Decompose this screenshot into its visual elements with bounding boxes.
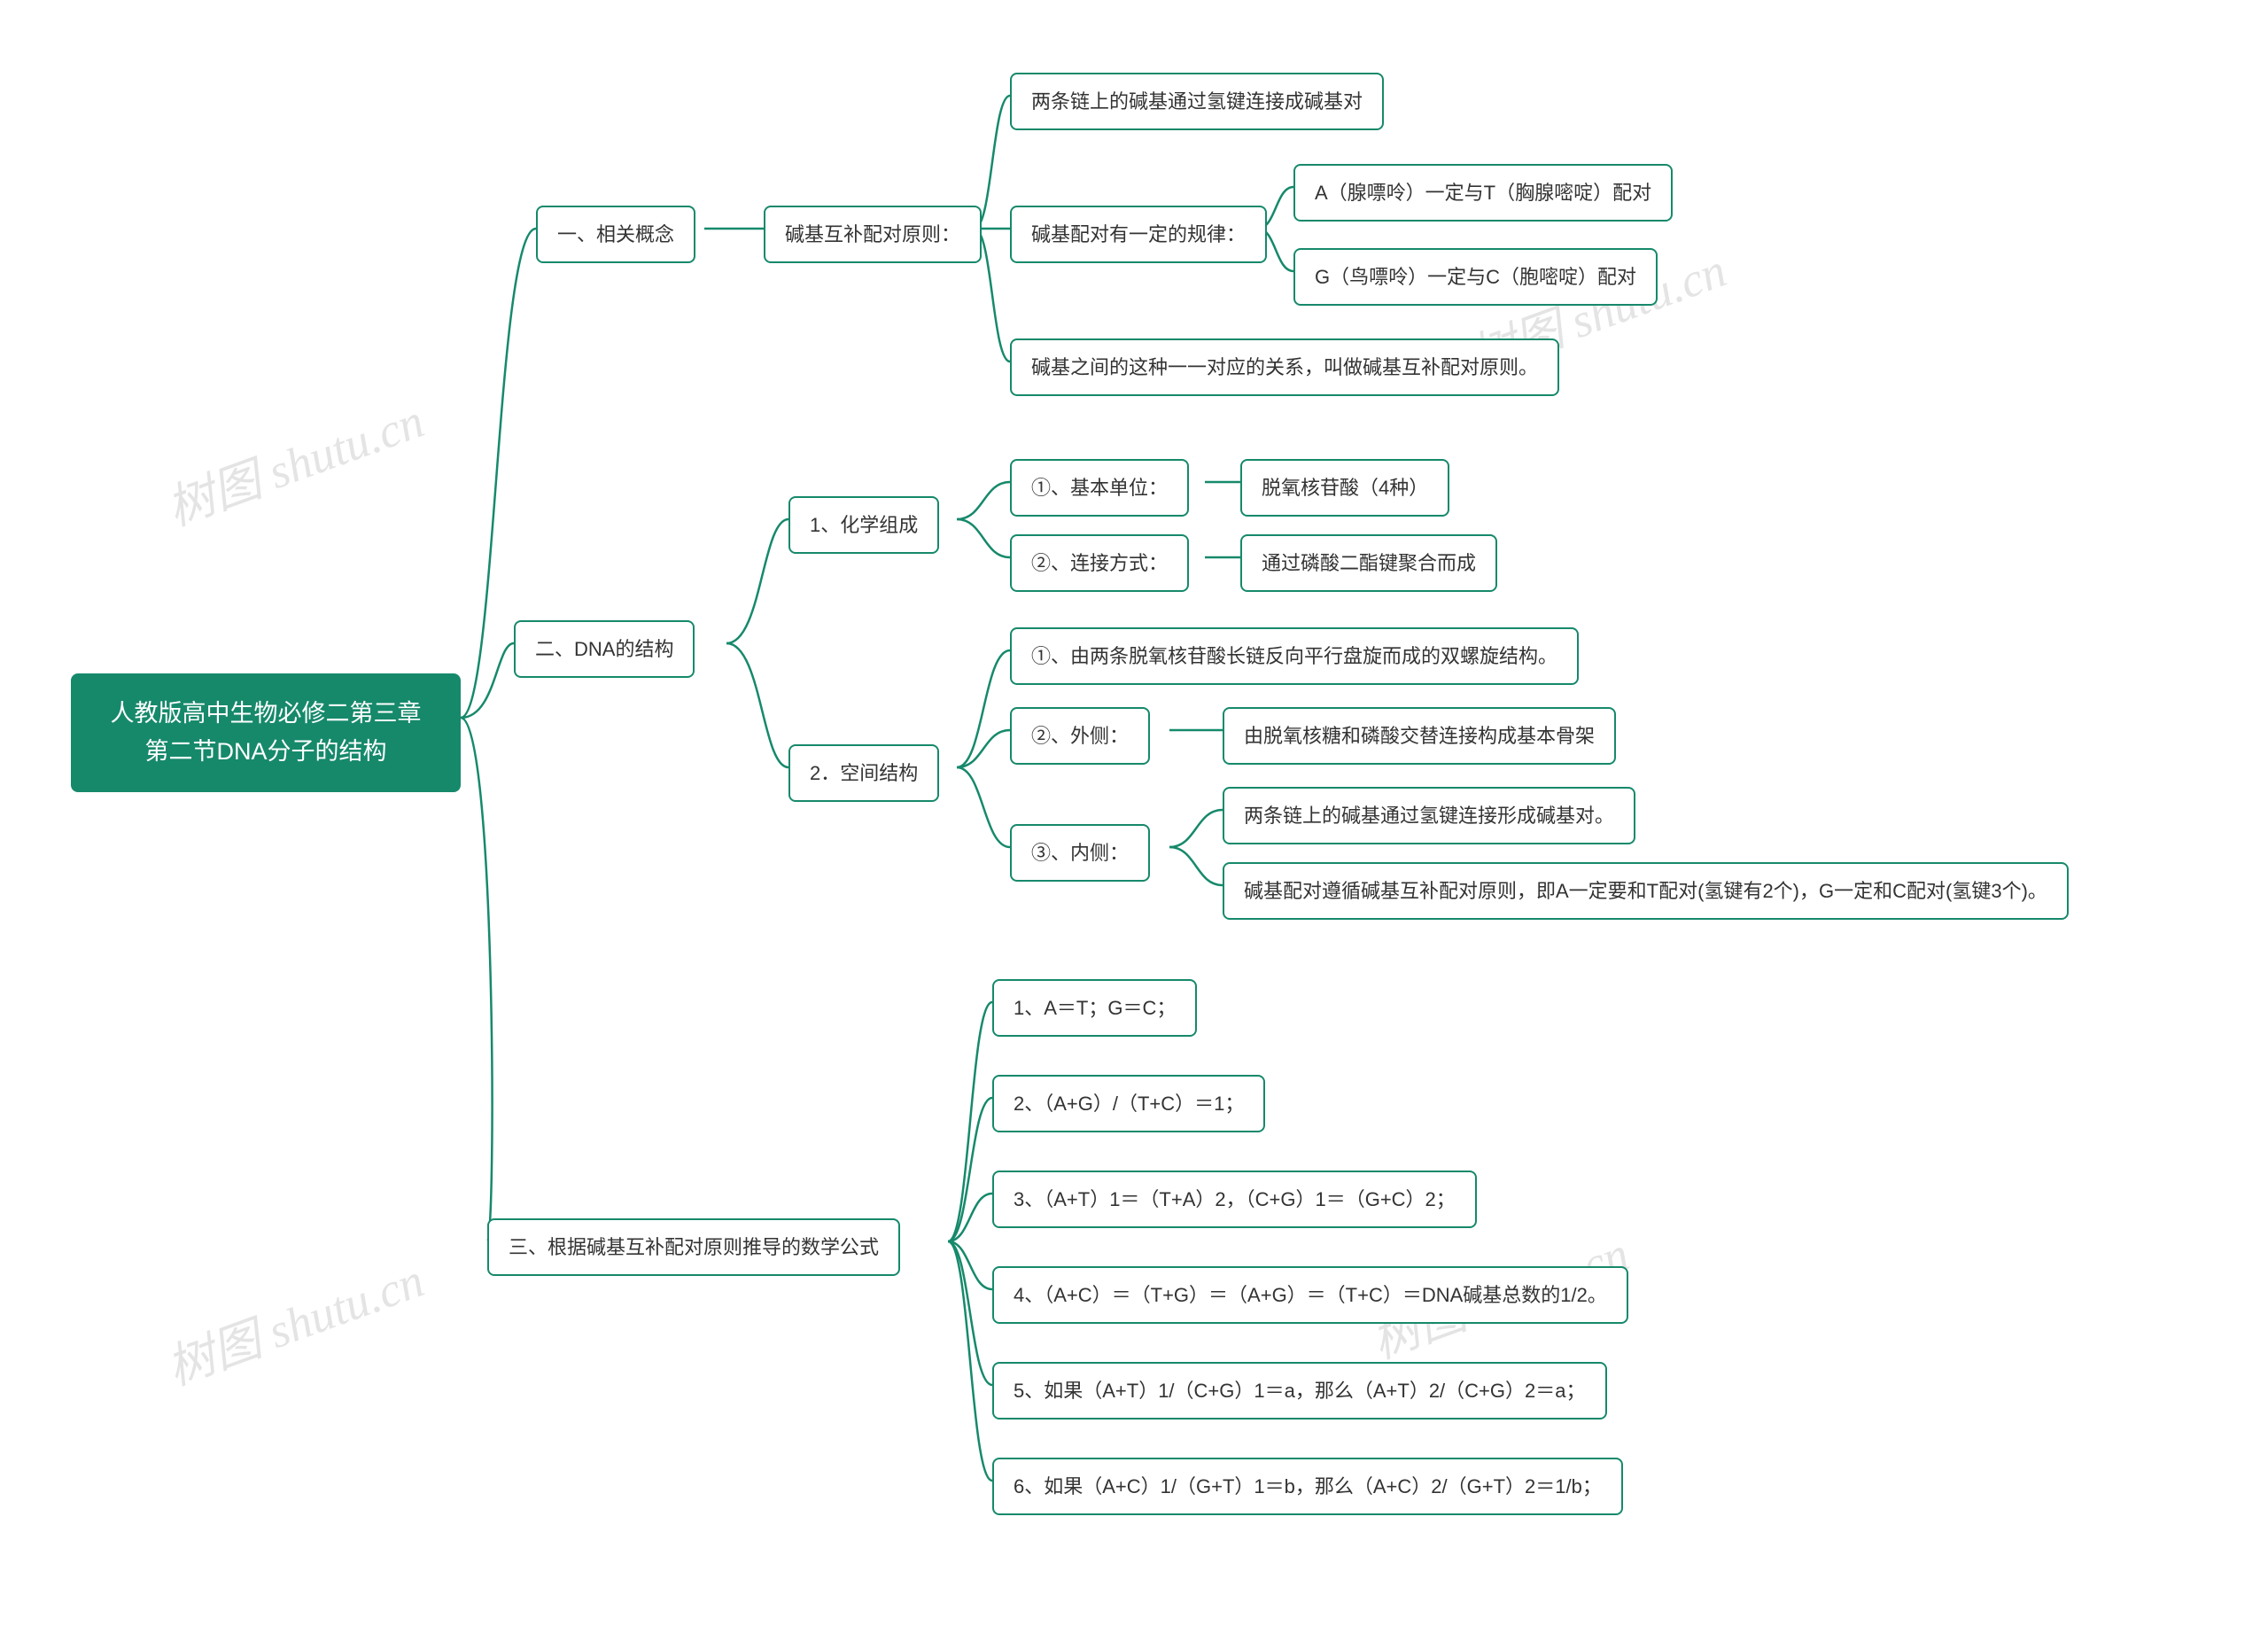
b1-leaf2a: A（腺嘌呤）一定与T（胸腺嘧啶）配对: [1293, 164, 1673, 222]
b2-s2b: ②、外侧：: [1010, 707, 1150, 765]
node-label: ②、连接方式：: [1031, 548, 1168, 578]
node-label: 两条链上的碱基通过氢键连接成碱基对: [1031, 87, 1363, 116]
node-label: ①、由两条脱氧核苷酸长链反向平行盘旋而成的双螺旋结构。: [1031, 642, 1557, 671]
node-label: 一、相关概念: [557, 220, 674, 249]
node-label: ③、内侧：: [1031, 838, 1129, 867]
b1-leaf1: 两条链上的碱基通过氢键连接成碱基对: [1010, 73, 1384, 130]
node-label: 碱基配对有一定的规律：: [1031, 220, 1246, 249]
node-label: 2、（A+G）/（T+C）＝1；: [1014, 1089, 1244, 1118]
node-label: 碱基互补配对原则：: [785, 220, 960, 249]
b3-f1: 1、A＝T；G＝C；: [992, 979, 1197, 1037]
node-label: ①、基本单位：: [1031, 473, 1168, 502]
b2-s2b-leaf: 由脱氧核糖和磷酸交替连接构成基本骨架: [1223, 707, 1616, 765]
b3-f6: 6、如果（A+C）1/（G+T）1＝b，那么（A+C）2/（G+T）2＝1/b；: [992, 1458, 1623, 1515]
node-label: 3、（A+T）1＝（T+A）2，（C+G）1＝（G+C）2；: [1014, 1185, 1456, 1214]
watermark: 树图 shutu.cn: [156, 382, 432, 540]
b2-s2c-leaf2: 碱基配对遵循碱基互补配对原则，即A一定要和T配对(氢键有2个)，G一定和C配对(…: [1223, 862, 2069, 920]
b2-s1a: ①、基本单位：: [1010, 459, 1189, 517]
b2-s1b: ②、连接方式：: [1010, 534, 1189, 592]
node-label: 脱氧核苷酸（4种）: [1262, 473, 1428, 502]
watermark: 树图 shutu.cn: [156, 1241, 432, 1399]
b3-f5: 5、如果（A+T）1/（C+G）1＝a，那么（A+T）2/（C+G）2＝a；: [992, 1362, 1607, 1420]
node-label: 2．空间结构: [810, 758, 918, 788]
b2-s2c: ③、内侧：: [1010, 824, 1150, 882]
b2-s1: 1、化学组成: [788, 496, 939, 554]
b2-s2c-leaf1: 两条链上的碱基通过氢键连接形成碱基对。: [1223, 787, 1635, 844]
node-label: 4、（A+C）＝（T+G）＝（A+G）＝（T+C）＝DNA碱基总数的1/2。: [1014, 1280, 1607, 1310]
node-label: G（鸟嘌呤）一定与C（胞嘧啶）配对: [1315, 262, 1636, 292]
branch-2: 二、DNA的结构: [514, 620, 695, 678]
b1-leaf3: 碱基之间的这种一一对应的关系，叫做碱基互补配对原则。: [1010, 338, 1559, 396]
b1-sub2: 碱基配对有一定的规律：: [1010, 206, 1267, 263]
node-label: 两条链上的碱基通过氢键连接形成碱基对。: [1244, 801, 1614, 830]
b3-f2: 2、（A+G）/（T+C）＝1；: [992, 1075, 1265, 1132]
node-label: 5、如果（A+T）1/（C+G）1＝a，那么（A+T）2/（C+G）2＝a；: [1014, 1376, 1586, 1405]
root-text: 人教版高中生物必修二第三章第二节DNA分子的结构: [111, 695, 422, 771]
node-label: ②、外侧：: [1031, 721, 1129, 751]
b1-sub1: 碱基互补配对原则：: [764, 206, 982, 263]
node-label: 碱基配对遵循碱基互补配对原则，即A一定要和T配对(氢键有2个)，G一定和C配对(…: [1244, 876, 2047, 906]
node-label: 1、A＝T；G＝C；: [1014, 993, 1176, 1023]
node-label: 由脱氧核糖和磷酸交替连接构成基本骨架: [1244, 721, 1595, 751]
node-label: A（腺嘌呤）一定与T（胸腺嘧啶）配对: [1315, 178, 1651, 207]
b3-f4: 4、（A+C）＝（T+G）＝（A+G）＝（T+C）＝DNA碱基总数的1/2。: [992, 1266, 1628, 1324]
node-label: 6、如果（A+C）1/（G+T）1＝b，那么（A+C）2/（G+T）2＝1/b；: [1014, 1472, 1602, 1501]
b2-s2a: ①、由两条脱氧核苷酸长链反向平行盘旋而成的双螺旋结构。: [1010, 627, 1579, 685]
b1-leaf2b: G（鸟嘌呤）一定与C（胞嘧啶）配对: [1293, 248, 1658, 306]
b2-s2: 2．空间结构: [788, 744, 939, 802]
node-label: 1、化学组成: [810, 510, 918, 540]
b2-s1b-leaf: 通过磷酸二酯键聚合而成: [1240, 534, 1497, 592]
b3-f3: 3、（A+T）1＝（T+A）2，（C+G）1＝（G+C）2；: [992, 1171, 1477, 1228]
node-label: 三、根据碱基互补配对原则推导的数学公式: [509, 1233, 879, 1262]
branch-1: 一、相关概念: [536, 206, 695, 263]
branch-3: 三、根据碱基互补配对原则推导的数学公式: [487, 1218, 900, 1276]
b2-s1a-leaf: 脱氧核苷酸（4种）: [1240, 459, 1449, 517]
node-label: 碱基之间的这种一一对应的关系，叫做碱基互补配对原则。: [1031, 353, 1538, 382]
node-label: 二、DNA的结构: [535, 634, 673, 664]
root-node: 人教版高中生物必修二第三章第二节DNA分子的结构: [71, 673, 461, 792]
node-label: 通过磷酸二酯键聚合而成: [1262, 548, 1476, 578]
